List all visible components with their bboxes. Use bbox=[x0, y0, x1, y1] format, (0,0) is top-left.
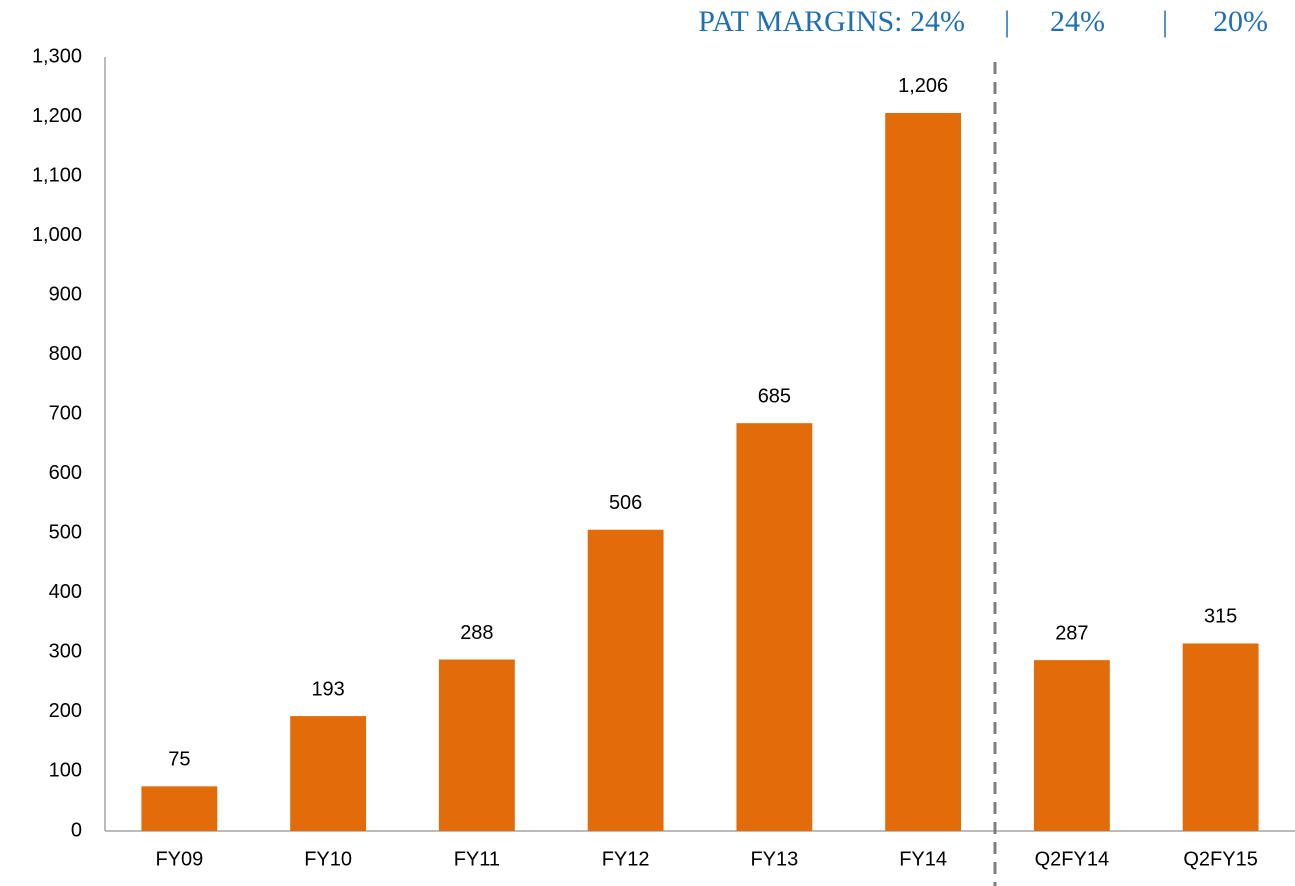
data-label: 685 bbox=[758, 385, 791, 407]
y-tick-label: 200 bbox=[49, 700, 82, 722]
x-tick-label: FY09 bbox=[155, 848, 203, 870]
x-tick-label: Q2FY14 bbox=[1035, 848, 1109, 870]
y-tick-label: 0 bbox=[71, 819, 82, 841]
bar bbox=[1182, 643, 1259, 831]
y-tick-label: 900 bbox=[49, 283, 82, 305]
x-tick-label: Q2FY15 bbox=[1183, 848, 1257, 870]
bar bbox=[141, 786, 218, 831]
bar bbox=[736, 423, 813, 831]
y-tick-label: 300 bbox=[49, 641, 82, 663]
y-tick-label: 1,000 bbox=[32, 224, 82, 246]
data-label: 288 bbox=[460, 622, 493, 644]
y-tick-label: 100 bbox=[49, 760, 82, 782]
y-tick-label: 500 bbox=[49, 522, 82, 544]
data-label: 506 bbox=[609, 492, 642, 514]
x-tick-label: FY11 bbox=[454, 848, 500, 870]
y-tick-label: 600 bbox=[49, 462, 82, 484]
bar bbox=[290, 716, 367, 831]
x-tick-label: FY14 bbox=[899, 848, 947, 870]
y-tick-label: 1,200 bbox=[32, 105, 82, 127]
y-tick-label: 1,100 bbox=[32, 164, 82, 186]
annotation: 24% bbox=[1050, 5, 1105, 38]
data-label: 193 bbox=[311, 678, 344, 700]
x-tick-label: FY12 bbox=[602, 848, 650, 870]
x-tick-label: FY10 bbox=[304, 848, 352, 870]
bar bbox=[1033, 660, 1110, 831]
y-tick-label: 1,300 bbox=[32, 45, 82, 67]
annotation: | bbox=[1162, 5, 1168, 38]
data-label: 75 bbox=[168, 749, 190, 771]
annotation: | bbox=[1004, 5, 1010, 38]
annotation: PAT MARGINS: 24% bbox=[698, 5, 965, 38]
bar bbox=[885, 112, 962, 831]
data-label: 315 bbox=[1204, 606, 1237, 628]
annotation: 20% bbox=[1213, 5, 1268, 38]
y-tick-label: 400 bbox=[49, 581, 82, 603]
y-tick-label: 700 bbox=[49, 403, 82, 425]
x-tick-label: FY13 bbox=[750, 848, 798, 870]
data-label: 287 bbox=[1055, 622, 1088, 644]
bar bbox=[587, 529, 664, 831]
bar bbox=[438, 659, 515, 831]
data-label: 1,206 bbox=[898, 75, 948, 97]
y-tick-label: 800 bbox=[49, 343, 82, 365]
